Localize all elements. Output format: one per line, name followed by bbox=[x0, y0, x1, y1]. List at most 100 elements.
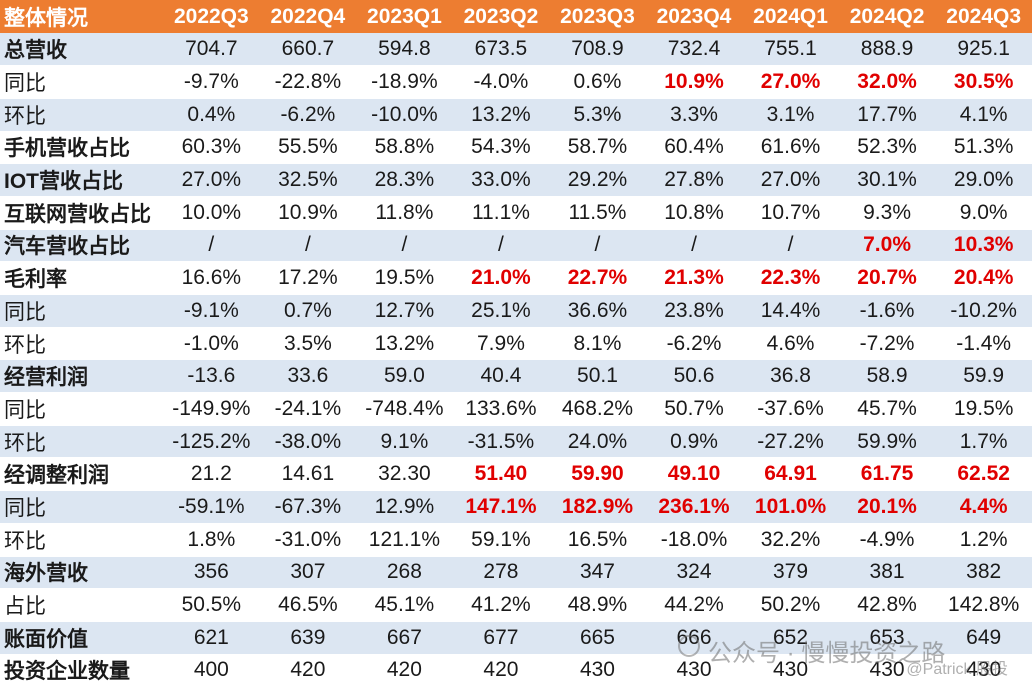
table-cell: 29.2% bbox=[549, 163, 646, 197]
table-cell: 430 bbox=[838, 654, 936, 687]
table-cell: -7.2% bbox=[838, 327, 936, 361]
table-cell: 13.2% bbox=[356, 327, 453, 361]
table-cell: 3.3% bbox=[645, 98, 743, 132]
table-cell: 58.7% bbox=[549, 131, 646, 165]
table-cell: -18.0% bbox=[645, 523, 743, 557]
table-cell: -4.9% bbox=[838, 523, 936, 557]
table-cell: -1.4% bbox=[935, 327, 1032, 361]
table-cell: 59.1% bbox=[452, 523, 550, 557]
table-cell: 44.2% bbox=[645, 588, 743, 622]
table-cell: -27.2% bbox=[742, 425, 839, 459]
table-cell: 27.8% bbox=[645, 163, 743, 197]
row-label: 经营利润 bbox=[0, 359, 164, 394]
header-row: 整体情况 2022Q3 2022Q4 2023Q1 2023Q2 2023Q3 … bbox=[0, 0, 1032, 33]
header-cell: 2024Q1 bbox=[742, 0, 839, 33]
table-cell: 3.5% bbox=[259, 327, 357, 361]
table-cell: 20.4% bbox=[935, 261, 1032, 295]
row-label: 汽车营收占比 bbox=[0, 229, 164, 263]
table-cell: 30.1% bbox=[838, 163, 936, 197]
table-row: IOT营收占比 27.0% 32.5% 28.3% 33.0% 29.2% 27.8% 27.… bbox=[0, 163, 1032, 197]
header-cell: 2023Q3 bbox=[549, 0, 646, 33]
header-cell: 2024Q3 bbox=[935, 0, 1032, 33]
table-cell: -4.0% bbox=[452, 65, 550, 99]
header-cell: 2023Q2 bbox=[452, 0, 550, 33]
table-cell: 468.2% bbox=[549, 392, 646, 426]
table-cell: -149.9% bbox=[163, 392, 260, 426]
header-cell: 整体情况 bbox=[0, 0, 164, 33]
table-cell: 4.6% bbox=[742, 327, 839, 361]
row-label: 环比 bbox=[0, 327, 164, 361]
table-cell: 25.1% bbox=[452, 294, 550, 328]
table-cell: 307 bbox=[259, 556, 357, 590]
table-cell: 49.10 bbox=[645, 457, 743, 492]
table-cell: 19.5% bbox=[935, 392, 1032, 426]
table-cell: -22.8% bbox=[259, 65, 357, 99]
table-cell: 755.1 bbox=[742, 33, 839, 67]
table-cell: 19.5% bbox=[356, 261, 453, 295]
table-cell: 732.4 bbox=[645, 33, 743, 67]
table-cell: 33.0% bbox=[452, 163, 550, 197]
table-row: 互联网营收占比 10.0% 10.9% 11.8% 11.1% 11.5% 10.8% 10.… bbox=[0, 196, 1032, 230]
table-cell: 20.7% bbox=[838, 261, 936, 295]
table-cell: 649 bbox=[935, 621, 1032, 655]
table-row: 手机营收占比 60.3% 55.5% 58.8% 54.3% 58.7% 60.4% 61.6… bbox=[0, 131, 1032, 165]
table-row: 占比 50.5% 46.5% 45.1% 41.2% 48.9% 44.2% 50.2% 42.… bbox=[0, 588, 1032, 622]
table-cell: 268 bbox=[356, 556, 453, 590]
table-cell: 236.1% bbox=[645, 490, 743, 524]
table-cell: 147.1% bbox=[452, 490, 550, 524]
table-cell: 59.0 bbox=[356, 359, 453, 394]
table-cell: 58.8% bbox=[356, 131, 453, 165]
table-row: 环比 0.4% -6.2% -10.0% 13.2% 5.3% 3.3% 3.1% 17.7% 4… bbox=[0, 98, 1032, 132]
table-cell: 22.7% bbox=[549, 261, 646, 295]
table-cell: 121.1% bbox=[356, 523, 453, 557]
table-cell: 10.7% bbox=[742, 196, 839, 230]
table-cell: 50.6 bbox=[645, 359, 743, 394]
table-cell: 653 bbox=[838, 621, 936, 655]
table-cell: 41.2% bbox=[452, 588, 550, 622]
table-cell: 21.2 bbox=[163, 457, 260, 492]
table-cell: 17.7% bbox=[838, 98, 936, 132]
row-label: 同比 bbox=[0, 490, 164, 524]
row-label: 毛利率 bbox=[0, 261, 164, 295]
table-cell: 21.3% bbox=[645, 261, 743, 295]
row-label: 手机营收占比 bbox=[0, 131, 164, 165]
table-cell: 59.9 bbox=[935, 359, 1032, 394]
table-cell: 32.2% bbox=[742, 523, 839, 557]
row-label: 环比 bbox=[0, 98, 164, 132]
table-row: 同比 -9.7% -22.8% -18.9% -4.0% 0.6% 10.9% 27.0% 32… bbox=[0, 65, 1032, 99]
table-cell: 0.6% bbox=[549, 65, 646, 99]
table-cell: / bbox=[549, 229, 646, 263]
table-cell: / bbox=[163, 229, 260, 263]
table-row: 同比 -59.1% -67.3% 12.9% 147.1% 182.9% 236.1% 101… bbox=[0, 490, 1032, 524]
table-cell: / bbox=[356, 229, 453, 263]
table-cell: 665 bbox=[549, 621, 646, 655]
table-cell: 381 bbox=[838, 556, 936, 590]
table-cell: 10.9% bbox=[645, 65, 743, 99]
table-cell: 10.0% bbox=[163, 196, 260, 230]
table-cell: 16.6% bbox=[163, 261, 260, 295]
table-cell: 33.6 bbox=[259, 359, 357, 394]
table-cell: 4.1% bbox=[935, 98, 1032, 132]
table-cell: 182.9% bbox=[549, 490, 646, 524]
table-cell: 925.1 bbox=[935, 33, 1032, 67]
table-cell: 101.0% bbox=[742, 490, 839, 524]
header-cell: 2022Q3 bbox=[163, 0, 260, 33]
table-cell: 61.6% bbox=[742, 131, 839, 165]
table-cell: 10.3% bbox=[935, 229, 1032, 263]
table-cell: 50.7% bbox=[645, 392, 743, 426]
table-cell: -10.2% bbox=[935, 294, 1032, 328]
table-cell: -10.0% bbox=[356, 98, 453, 132]
table-cell: / bbox=[452, 229, 550, 263]
table-cell: 133.6% bbox=[452, 392, 550, 426]
table-cell: 8.1% bbox=[549, 327, 646, 361]
table-cell: -6.2% bbox=[259, 98, 357, 132]
table-cell: 3.1% bbox=[742, 98, 839, 132]
table-cell: 324 bbox=[645, 556, 743, 590]
table-cell: 40.4 bbox=[452, 359, 550, 394]
table-row: 海外营收 356 307 268 278 347 324 379 381 382 bbox=[0, 556, 1032, 590]
table-cell: 666 bbox=[645, 621, 743, 655]
table-cell: 17.2% bbox=[259, 261, 357, 295]
table-cell: 32.0% bbox=[838, 65, 936, 99]
table-cell: -24.1% bbox=[259, 392, 357, 426]
table-cell: 27.0% bbox=[742, 65, 839, 99]
